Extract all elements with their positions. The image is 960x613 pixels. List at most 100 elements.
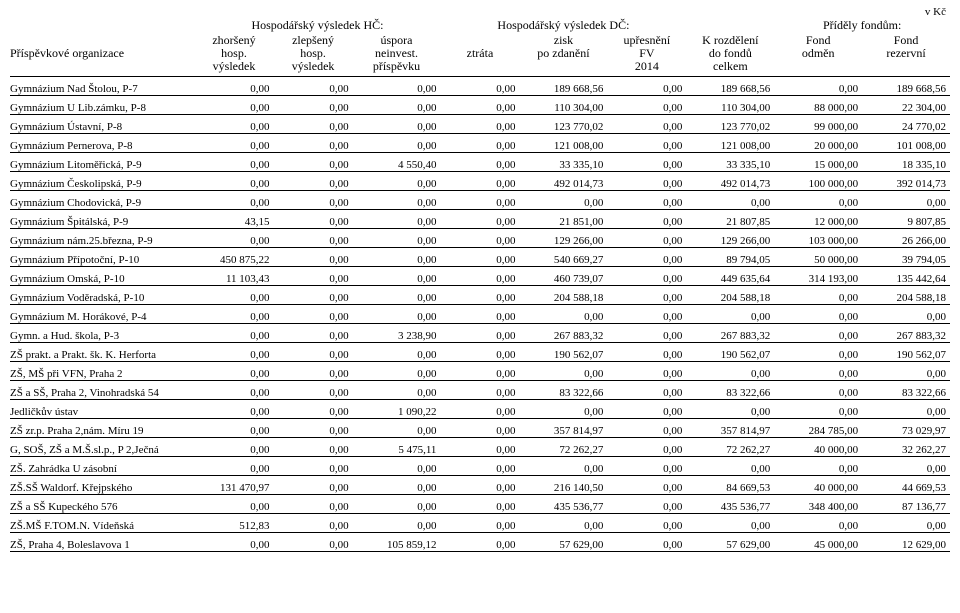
value-cell: 87 136,77 bbox=[862, 494, 950, 513]
value-cell: 0,00 bbox=[862, 456, 950, 475]
value-cell: 105 859,12 bbox=[353, 532, 441, 551]
value-cell: 83 322,66 bbox=[520, 380, 608, 399]
value-cell: 0,00 bbox=[274, 418, 353, 437]
value-cell: 0,00 bbox=[862, 361, 950, 380]
value-cell: 0,00 bbox=[440, 190, 519, 209]
value-cell: 129 266,00 bbox=[686, 228, 774, 247]
value-cell: 0,00 bbox=[274, 361, 353, 380]
value-cell: 0,00 bbox=[862, 304, 950, 323]
value-cell: 0,00 bbox=[774, 323, 862, 342]
value-cell: 314 193,00 bbox=[774, 266, 862, 285]
value-cell: 0,00 bbox=[774, 190, 862, 209]
value-cell: 0,00 bbox=[440, 323, 519, 342]
currency-unit: v Kč bbox=[10, 6, 950, 18]
value-cell: 0,00 bbox=[607, 228, 686, 247]
value-cell: 190 562,07 bbox=[686, 342, 774, 361]
table-row: ZŠ.MŠ F.TOM.N. Vídeňská512,830,000,000,0… bbox=[10, 513, 950, 532]
value-cell: 11 103,43 bbox=[194, 266, 273, 285]
value-cell: 267 883,32 bbox=[686, 323, 774, 342]
value-cell: 0,00 bbox=[440, 380, 519, 399]
value-cell: 0,00 bbox=[194, 228, 273, 247]
value-cell: 357 814,97 bbox=[520, 418, 608, 437]
value-cell: 0,00 bbox=[440, 494, 519, 513]
value-cell: 189 668,56 bbox=[686, 76, 774, 95]
value-cell: 0,00 bbox=[274, 152, 353, 171]
value-cell: 449 635,64 bbox=[686, 266, 774, 285]
value-cell: 0,00 bbox=[774, 304, 862, 323]
org-name-cell: ZŠ a SŠ Kupeckého 576 bbox=[10, 494, 194, 513]
value-cell: 123 770,02 bbox=[686, 114, 774, 133]
value-cell: 24 770,02 bbox=[862, 114, 950, 133]
col-zhorseny: zhoršenýhosp.výsledek bbox=[194, 34, 273, 76]
col-fond-rezervni: Fondrezervní bbox=[862, 34, 950, 76]
org-name-cell: Gymnázium Českolipská, P-9 bbox=[10, 171, 194, 190]
value-cell: 83 322,66 bbox=[686, 380, 774, 399]
table-row: ZŠ.SŠ Waldorf. Křejpského131 470,970,000… bbox=[10, 475, 950, 494]
value-cell: 0,00 bbox=[774, 513, 862, 532]
table-row: Gymnázium Omská, P-1011 103,430,000,000,… bbox=[10, 266, 950, 285]
value-cell: 216 140,50 bbox=[520, 475, 608, 494]
value-cell: 492 014,73 bbox=[520, 171, 608, 190]
value-cell: 0,00 bbox=[274, 76, 353, 95]
value-cell: 460 739,07 bbox=[520, 266, 608, 285]
org-name-cell: Gymnázium Špitálská, P-9 bbox=[10, 209, 194, 228]
value-cell: 39 794,05 bbox=[862, 247, 950, 266]
value-cell: 450 875,22 bbox=[194, 247, 273, 266]
value-cell: 0,00 bbox=[607, 513, 686, 532]
value-cell: 0,00 bbox=[440, 285, 519, 304]
value-cell: 512,83 bbox=[194, 513, 273, 532]
table-row: Gymn. a Hud. škola, P-30,000,003 238,900… bbox=[10, 323, 950, 342]
value-cell: 0,00 bbox=[353, 171, 441, 190]
value-cell: 0,00 bbox=[440, 171, 519, 190]
value-cell: 0,00 bbox=[520, 513, 608, 532]
value-cell: 0,00 bbox=[274, 323, 353, 342]
value-cell: 492 014,73 bbox=[686, 171, 774, 190]
value-cell: 0,00 bbox=[353, 418, 441, 437]
org-name-cell: G, SOŠ, ZŠ a M.Š.sl.p., P 2,Ječná bbox=[10, 437, 194, 456]
value-cell: 72 262,27 bbox=[520, 437, 608, 456]
group-hc: Hospodářský výsledek HČ: bbox=[194, 18, 440, 34]
value-cell: 0,00 bbox=[274, 190, 353, 209]
value-cell: 0,00 bbox=[440, 361, 519, 380]
value-cell: 50 000,00 bbox=[774, 247, 862, 266]
table-row: Gymnázium Nad Štolou, P-70,000,000,000,0… bbox=[10, 76, 950, 95]
value-cell: 392 014,73 bbox=[862, 171, 950, 190]
org-name-cell: Gymnázium Nad Štolou, P-7 bbox=[10, 76, 194, 95]
value-cell: 0,00 bbox=[353, 285, 441, 304]
value-cell: 0,00 bbox=[440, 513, 519, 532]
group-dc: Hospodářský výsledek DČ: bbox=[440, 18, 686, 34]
org-name-cell: ZŠ prakt. a Prakt. šk. K. Herforta bbox=[10, 342, 194, 361]
value-cell: 0,00 bbox=[274, 228, 353, 247]
value-cell: 0,00 bbox=[353, 380, 441, 399]
value-cell: 0,00 bbox=[607, 247, 686, 266]
value-cell: 189 668,56 bbox=[862, 76, 950, 95]
org-name-cell: Gymnázium Litoměřická, P-9 bbox=[10, 152, 194, 171]
value-cell: 57 629,00 bbox=[686, 532, 774, 551]
value-cell: 0,00 bbox=[274, 133, 353, 152]
value-cell: 0,00 bbox=[194, 133, 273, 152]
value-cell: 0,00 bbox=[607, 133, 686, 152]
value-cell: 0,00 bbox=[607, 323, 686, 342]
table-row: Gymnázium U Lib.zámku, P-80,000,000,000,… bbox=[10, 95, 950, 114]
value-cell: 540 669,27 bbox=[520, 247, 608, 266]
col-zlepseny: zlepšenýhosp.výsledek bbox=[274, 34, 353, 76]
value-cell: 0,00 bbox=[194, 399, 273, 418]
group-funds: Příděly fondům: bbox=[774, 18, 950, 34]
value-cell: 0,00 bbox=[353, 76, 441, 95]
value-cell: 101 008,00 bbox=[862, 133, 950, 152]
value-cell: 73 029,97 bbox=[862, 418, 950, 437]
value-cell: 0,00 bbox=[686, 361, 774, 380]
value-cell: 0,00 bbox=[686, 304, 774, 323]
value-cell: 3 238,90 bbox=[353, 323, 441, 342]
value-cell: 0,00 bbox=[353, 475, 441, 494]
value-cell: 0,00 bbox=[194, 323, 273, 342]
value-cell: 0,00 bbox=[440, 76, 519, 95]
value-cell: 110 304,00 bbox=[520, 95, 608, 114]
value-cell: 0,00 bbox=[194, 152, 273, 171]
value-cell: 0,00 bbox=[274, 532, 353, 551]
org-name-cell: Gymn. a Hud. škola, P-3 bbox=[10, 323, 194, 342]
col-fond-odmen: Fondodměn bbox=[774, 34, 862, 76]
org-name-cell: Gymnázium Chodovická, P-9 bbox=[10, 190, 194, 209]
value-cell: 0,00 bbox=[607, 437, 686, 456]
table-row: ZŠ a SŠ, Praha 2, Vinohradská 540,000,00… bbox=[10, 380, 950, 399]
